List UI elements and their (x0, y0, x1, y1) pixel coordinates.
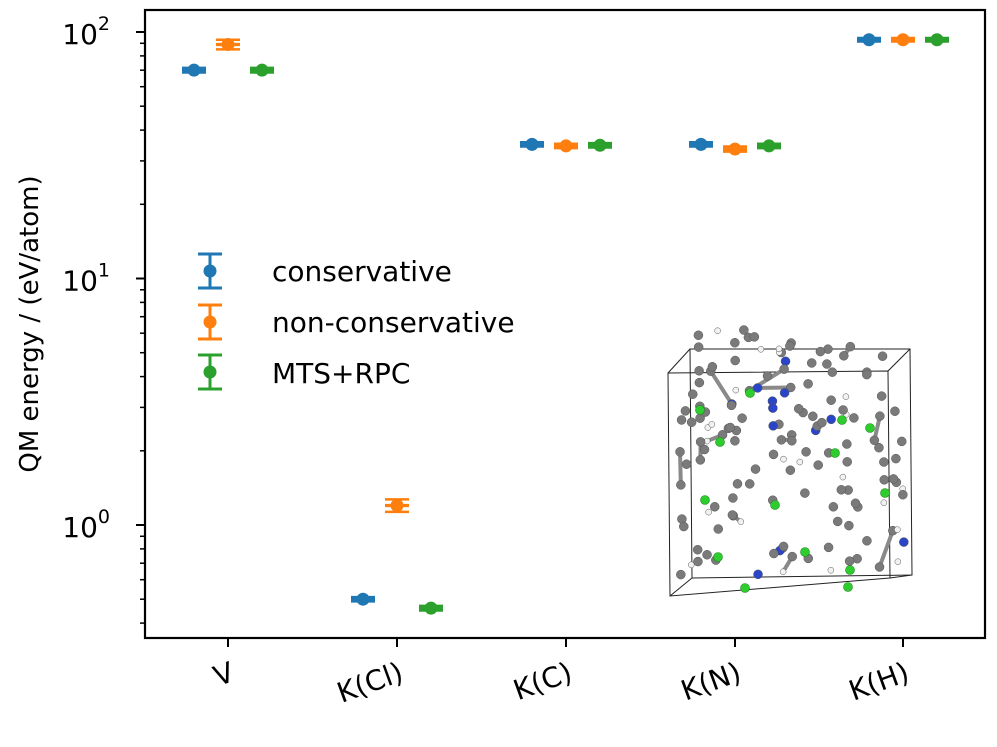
x-tick-label: K(C) (509, 656, 576, 707)
x-axis: V K(Cl) K(C) K(N) K(H) (209, 638, 913, 710)
data-point-non-conservative (216, 37, 240, 51)
data-point-non-conservative (723, 142, 747, 156)
data-point-conservative (351, 592, 375, 606)
data-point-mts-rpc (250, 63, 274, 77)
x-tick-label: K(H) (845, 656, 914, 708)
x-tick-label: K(Cl) (333, 656, 408, 710)
legend-label-non-conservative: non-conservative (272, 306, 515, 339)
data-point-mts-rpc (757, 139, 781, 153)
data-point-mts-rpc (588, 138, 612, 152)
molecule-inset-image (667, 325, 913, 597)
data-point-mts-rpc (419, 601, 443, 615)
x-tick-label: V (209, 656, 238, 694)
legend-entry-conservative: conservative (198, 252, 452, 290)
data-point-non-conservative (891, 33, 915, 47)
data-point-conservative (520, 137, 544, 151)
data-points (182, 33, 949, 615)
y-tick-label: 101 (62, 260, 110, 298)
data-point-conservative (182, 63, 206, 77)
y-tick-label: 100 (62, 506, 110, 544)
legend: conservative non-conservative MTS+RPC (198, 252, 515, 391)
plot-frame (143, 8, 987, 640)
legend-label-conservative: conservative (272, 255, 452, 288)
data-point-conservative (857, 33, 881, 47)
legend-label-mts-rpc: MTS+RPC (272, 357, 410, 390)
data-point-non-conservative (554, 139, 578, 153)
data-point-conservative (689, 137, 713, 151)
x-tick-label: K(N) (677, 656, 746, 708)
legend-entry-non-conservative: non-conservative (198, 303, 515, 341)
y-axis: 100 101 102 (62, 13, 145, 624)
y-axis-label: QM energy / (eV/atom) (15, 175, 45, 472)
y-tick-label: 102 (62, 13, 110, 51)
data-point-mts-rpc (925, 33, 949, 47)
legend-entry-mts-rpc: MTS+RPC (198, 353, 410, 391)
data-point-non-conservative (385, 498, 409, 514)
